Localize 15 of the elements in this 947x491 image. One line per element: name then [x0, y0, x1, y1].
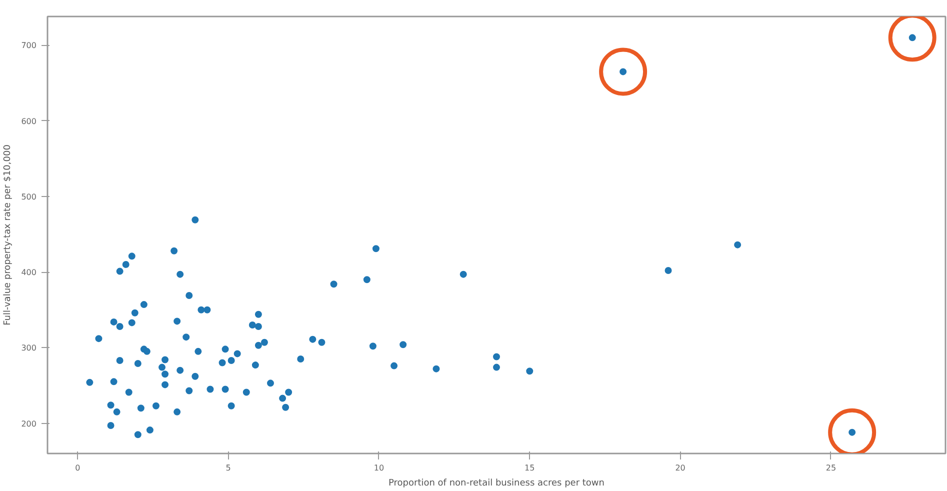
x-tick-label: 0	[75, 464, 80, 472]
y-axis-title: Full-value property-tax rate per $10,000	[3, 144, 14, 326]
x-axis-title: Proportion of non-retail business acres per town	[388, 478, 605, 488]
x-tick-label: 20	[675, 464, 686, 472]
y-tick-label: 500	[21, 192, 37, 202]
y-tick-label: 200	[21, 419, 37, 428]
x-tick-label: 25	[826, 464, 836, 472]
point	[599, 48, 648, 96]
y-tick-label: 600	[21, 116, 37, 126]
x-tick-label: 15	[524, 464, 535, 472]
y-tick-label: 300	[21, 344, 37, 353]
x-tick-label: 5	[226, 464, 231, 472]
x-tick-label: 10	[374, 464, 384, 472]
y-tick-label: 700	[21, 41, 37, 50]
y-tick-label: 400	[21, 268, 37, 278]
